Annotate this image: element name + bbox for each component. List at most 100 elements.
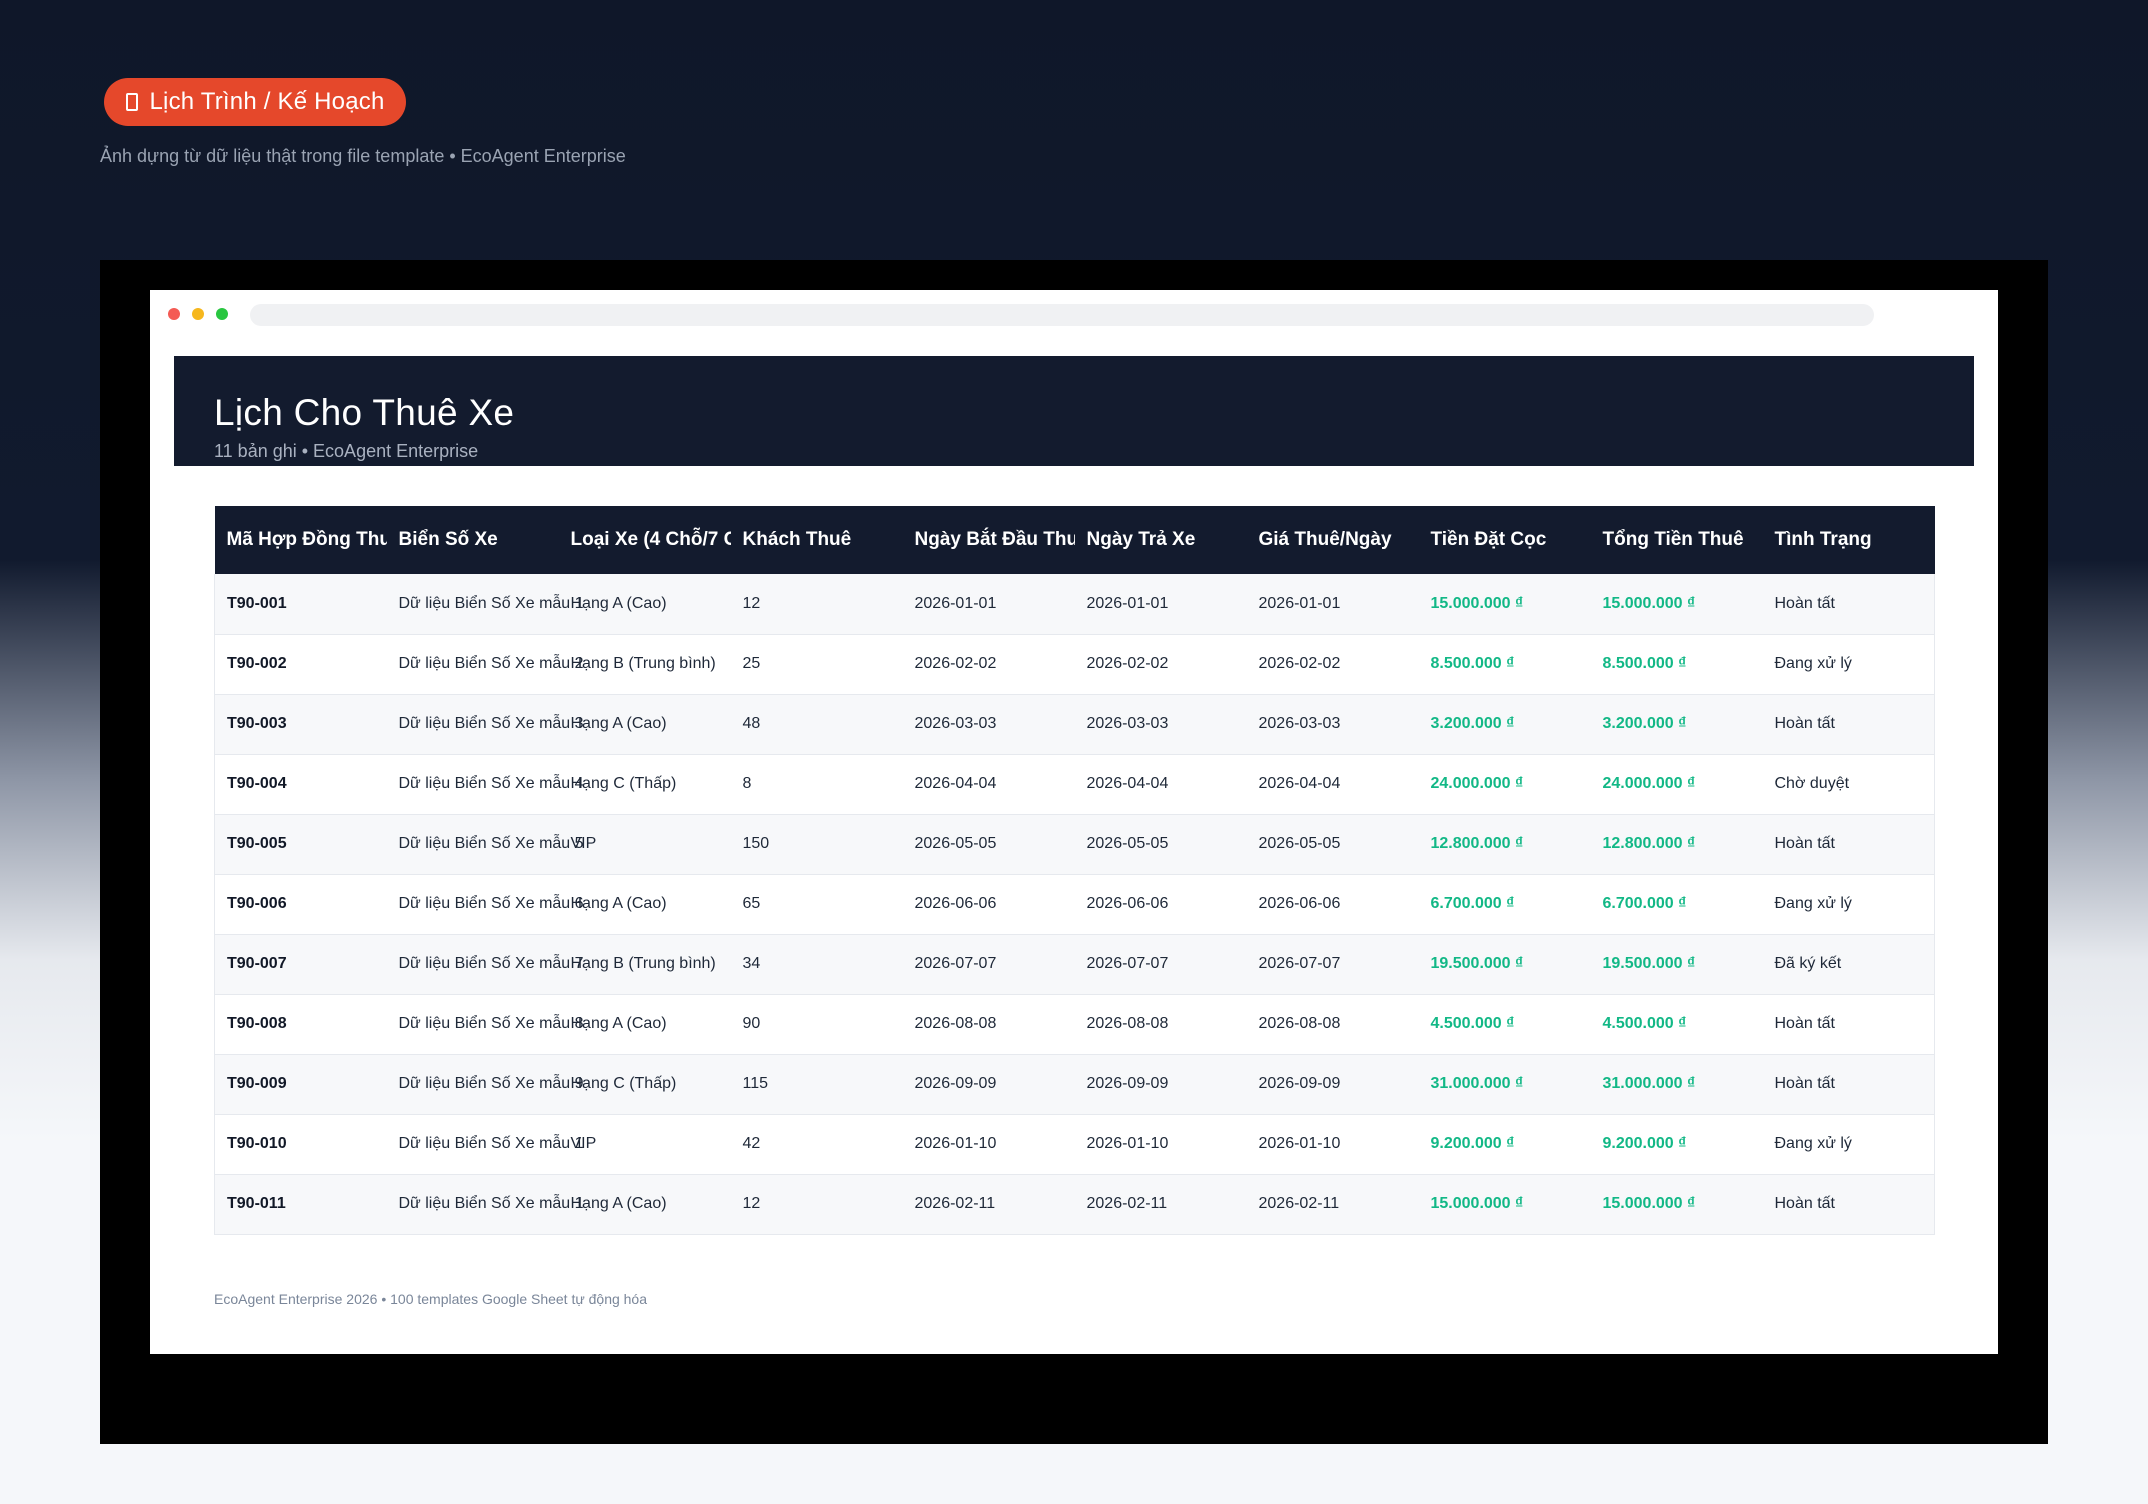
cell-return-date: 2026-07-07 <box>1086 955 1169 972</box>
minimize-window-button[interactable] <box>192 308 204 320</box>
cell-deposit: 15.000.000 ₫ <box>1430 594 1524 612</box>
cell-contract-id: T90-006 <box>227 895 287 912</box>
cell-total: 24.000.000 ₫ <box>1602 775 1696 792</box>
cell-daily-price: 2026-06-06 <box>1258 895 1341 912</box>
cell-deposit: 31.000.000 ₫ <box>1430 1075 1524 1092</box>
cell-start-date: 2026-04-04 <box>914 775 997 792</box>
sheet-subtitle: 11 bản ghi • EcoAgent Enterprise <box>214 441 479 461</box>
close-window-button[interactable] <box>168 308 180 320</box>
cell-contract-id: T90-001 <box>227 594 287 612</box>
cell-total: 3.200.000 ₫ <box>1602 715 1687 732</box>
column-header-status[interactable]: Tình Trạng <box>1774 529 1872 550</box>
maximize-window-button[interactable] <box>216 308 228 320</box>
column-header-vehicle-type[interactable]: Loại Xe (4 Chỗ/7 C <box>570 529 731 550</box>
cell-vehicle-type: VIP <box>570 1135 597 1152</box>
cell-status: Đang xử lý <box>1774 895 1852 912</box>
table-row[interactable]: T90-006 Dữ liệu Biển Số Xe mẫu 6 Hạng A (C… <box>214 874 1935 934</box>
cell-daily-price: 2026-02-02 <box>1258 655 1341 672</box>
cell-deposit: 3.200.000 ₫ <box>1430 715 1515 732</box>
cell-vehicle-type: VIP <box>570 835 597 852</box>
table-row[interactable]: T90-010 Dữ liệu Biển Số Xe mẫu 1 VIP 42 2026… <box>214 1114 1935 1174</box>
category-badge: Lịch Trình / Kế Hoạch <box>104 78 406 126</box>
cell-status: Đang xử lý <box>1774 655 1852 672</box>
cell-return-date: 2026-01-01 <box>1086 594 1169 612</box>
cell-contract-id: T90-003 <box>227 715 287 732</box>
calendar-icon <box>125 93 138 111</box>
cell-status: Hoàn tất <box>1774 1195 1835 1212</box>
cell-start-date: 2026-02-02 <box>914 655 997 672</box>
cell-contract-id: T90-008 <box>227 1015 287 1032</box>
cell-status: Hoàn tất <box>1774 715 1835 732</box>
cell-status: Hoàn tất <box>1774 594 1835 612</box>
cell-daily-price: 2026-01-01 <box>1258 594 1341 612</box>
table-row[interactable]: T90-003 Dữ liệu Biển Số Xe mẫu 3 Hạng A (C… <box>214 694 1935 754</box>
cell-daily-price: 2026-03-03 <box>1258 715 1341 732</box>
cell-daily-price: 2026-07-07 <box>1258 955 1341 972</box>
cell-license-plate: Dữ liệu Biển Số Xe mẫu 6 <box>398 895 584 912</box>
cell-customer: 8 <box>742 775 752 792</box>
cell-daily-price: 2026-09-09 <box>1258 1075 1341 1092</box>
rental-table-container: Mã Hợp Đồng Thuê Biển Số Xe Loại Xe (4 Chỗ… <box>214 506 1935 1235</box>
table-row[interactable]: T90-001 Dữ liệu Biển Số Xe mẫu 1 Hạng A (C… <box>214 574 1935 634</box>
cell-license-plate: Dữ liệu Biển Số Xe mẫu 1 <box>398 1195 584 1212</box>
cell-return-date: 2026-03-03 <box>1086 715 1169 732</box>
column-header-license-plate[interactable]: Biển Số Xe <box>398 529 498 550</box>
cell-total: 4.500.000 ₫ <box>1602 1015 1687 1032</box>
cell-total: 31.000.000 ₫ <box>1602 1075 1696 1092</box>
cell-status: Hoàn tất <box>1774 835 1835 852</box>
cell-daily-price: 2026-05-05 <box>1258 835 1341 852</box>
cell-license-plate: Dữ liệu Biển Số Xe mẫu 8 <box>398 1015 584 1032</box>
cell-customer: 65 <box>742 895 761 912</box>
cell-return-date: 2026-02-02 <box>1086 655 1169 672</box>
cell-license-plate: Dữ liệu Biển Số Xe mẫu 1 <box>398 594 584 612</box>
cell-deposit: 15.000.000 ₫ <box>1430 1195 1524 1212</box>
column-header-start-date[interactable]: Ngày Bắt Đầu Thuê <box>914 529 1075 550</box>
cell-status: Hoàn tất <box>1774 1015 1835 1032</box>
cell-deposit: 9.200.000 ₫ <box>1430 1135 1515 1152</box>
cell-status: Đã ký kết <box>1774 955 1842 972</box>
cell-status: Hoàn tất <box>1774 1075 1835 1092</box>
cell-vehicle-type: Hạng A (Cao) <box>570 715 667 732</box>
table-row[interactable]: T90-007 Dữ liệu Biển Số Xe mẫu 7 Hạng B (T… <box>214 934 1935 994</box>
cell-license-plate: Dữ liệu Biển Số Xe mẫu 4 <box>398 775 584 792</box>
column-header-return-date[interactable]: Ngày Trả Xe <box>1086 529 1196 550</box>
window-controls <box>168 308 228 320</box>
column-header-customer[interactable]: Khách Thuê <box>742 529 852 550</box>
column-header-deposit[interactable]: Tiền Đặt Cọc <box>1430 529 1547 550</box>
cell-contract-id: T90-005 <box>227 835 287 852</box>
cell-license-plate: Dữ liệu Biển Số Xe mẫu 5 <box>398 835 584 852</box>
column-header-daily-price[interactable]: Giá Thuê/Ngày <box>1258 529 1392 550</box>
table-row[interactable]: T90-005 Dữ liệu Biển Số Xe mẫu 5 VIP 150 202… <box>214 814 1935 874</box>
cell-deposit: 24.000.000 ₫ <box>1430 775 1524 792</box>
cell-license-plate: Dữ liệu Biển Số Xe mẫu 7 <box>398 955 584 972</box>
cell-return-date: 2026-01-10 <box>1086 1135 1169 1152</box>
cell-total: 8.500.000 ₫ <box>1602 655 1687 672</box>
cell-deposit: 4.500.000 ₫ <box>1430 1015 1515 1032</box>
cell-total: 12.800.000 ₫ <box>1602 835 1696 852</box>
cell-start-date: 2026-08-08 <box>914 1015 997 1032</box>
column-header-total[interactable]: Tổng Tiền Thuê <box>1602 529 1744 550</box>
table-row[interactable]: T90-009 Dữ liệu Biển Số Xe mẫu 9 Hạng C (T… <box>214 1054 1935 1114</box>
cell-status: Chờ duyệt <box>1774 775 1850 792</box>
cell-vehicle-type: Hạng A (Cao) <box>570 1195 667 1212</box>
table-row[interactable]: T90-011 Dữ liệu Biển Số Xe mẫu 1 Hạng A (C… <box>214 1174 1935 1234</box>
cell-start-date: 2026-02-11 <box>914 1195 996 1212</box>
cell-customer: 150 <box>742 835 770 852</box>
cell-deposit: 8.500.000 ₫ <box>1430 655 1515 672</box>
table-body: T90-001 Dữ liệu Biển Số Xe mẫu 1 Hạng A (C… <box>214 574 1935 1234</box>
cell-total: 19.500.000 ₫ <box>1602 955 1696 972</box>
sheet-title: Lịch Cho Thuê Xe <box>214 392 515 433</box>
table-row[interactable]: T90-004 Dữ liệu Biển Số Xe mẫu 4 Hạng C (T… <box>214 754 1935 814</box>
cell-return-date: 2026-08-08 <box>1086 1015 1169 1032</box>
table-row[interactable]: T90-002 Dữ liệu Biển Số Xe mẫu 2 Hạng B (T… <box>214 634 1935 694</box>
cell-license-plate: Dữ liệu Biển Số Xe mẫu 2 <box>398 655 584 672</box>
table-row[interactable]: T90-008 Dữ liệu Biển Số Xe mẫu 8 Hạng A (C… <box>214 994 1935 1054</box>
cell-start-date: 2026-09-09 <box>914 1075 997 1092</box>
cell-return-date: 2026-06-06 <box>1086 895 1169 912</box>
cell-vehicle-type: Hạng B (Trung bình) <box>570 955 716 972</box>
cell-vehicle-type: Hạng A (Cao) <box>570 895 667 912</box>
address-bar[interactable] <box>250 304 1874 326</box>
cell-contract-id: T90-007 <box>227 955 287 972</box>
cell-vehicle-type: Hạng A (Cao) <box>570 1015 667 1032</box>
column-header-contract-id[interactable]: Mã Hợp Đồng Thuê <box>226 529 387 550</box>
